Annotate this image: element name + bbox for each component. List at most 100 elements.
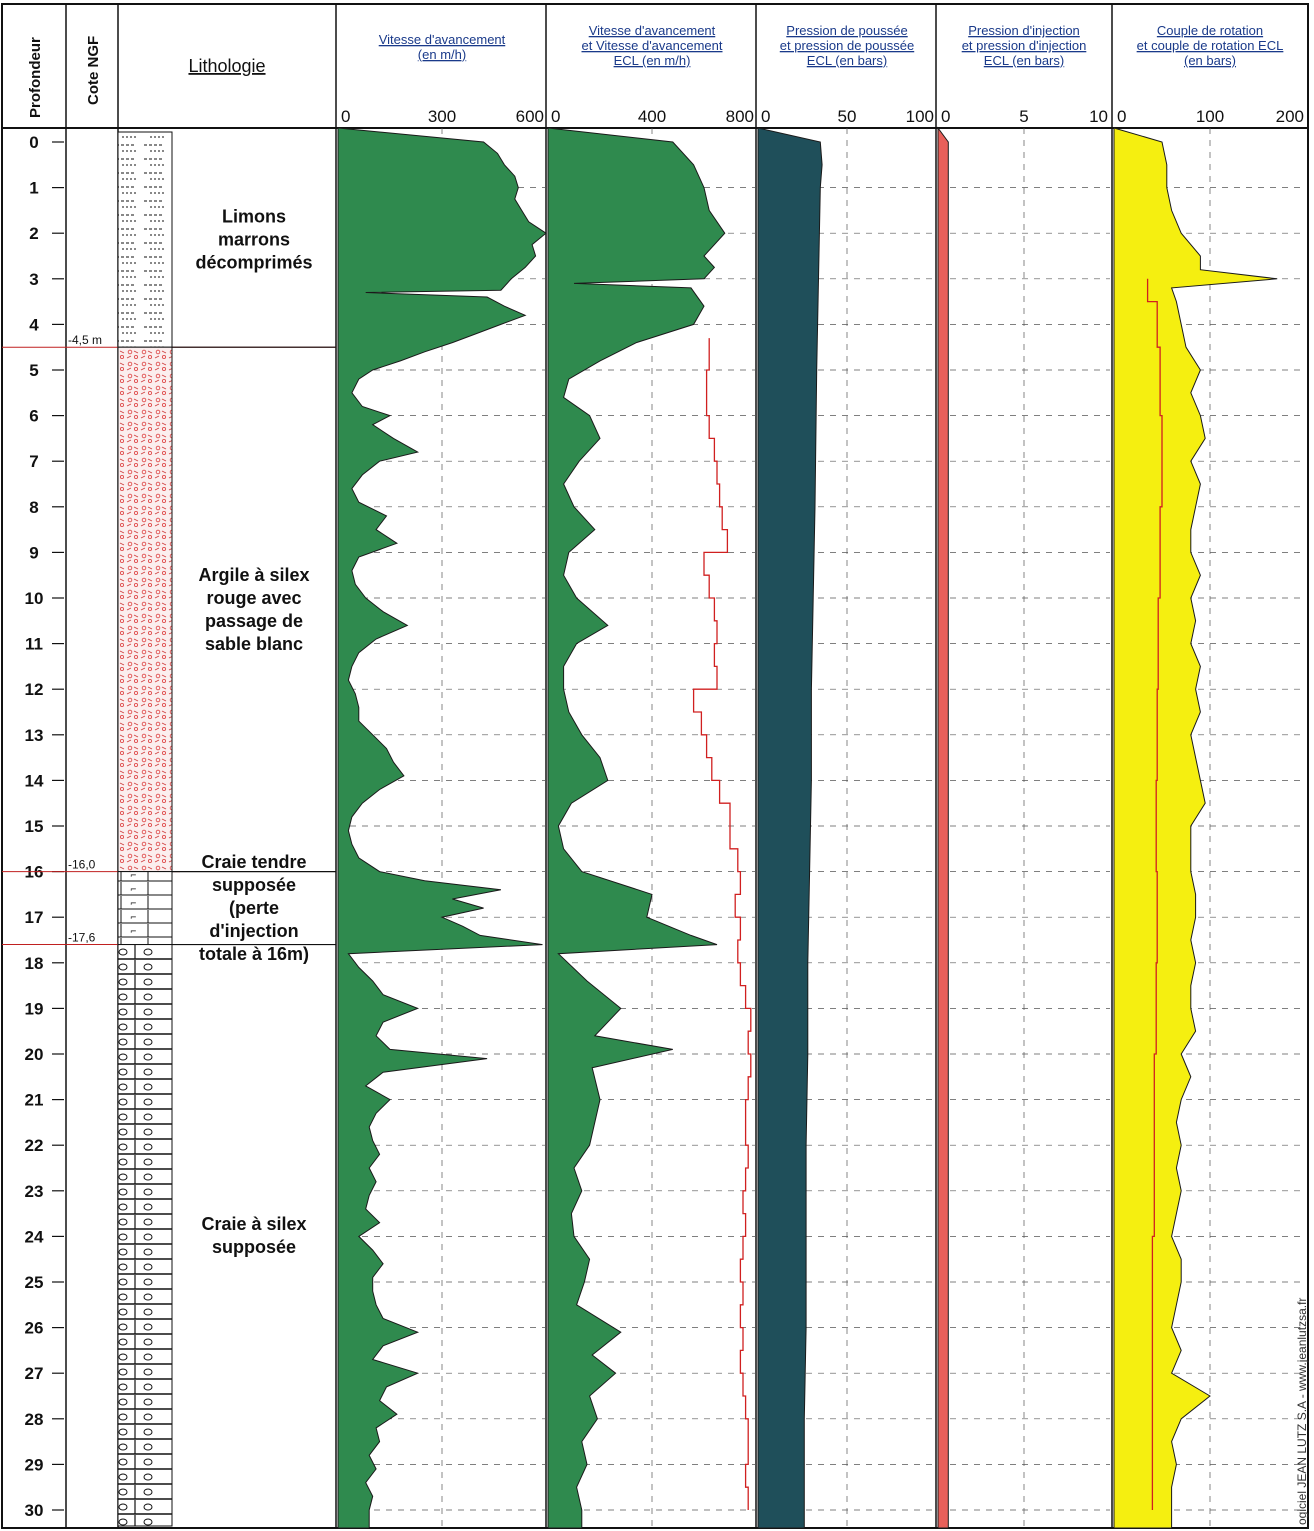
track-tick-label: 0	[761, 107, 770, 126]
series-fill-pression_injection	[937, 126, 949, 1529]
track-title: ECL (en bars)	[984, 53, 1064, 68]
ngf-marker-label: -4,5 m	[68, 333, 102, 347]
depth-axis: 0123456789101112131415161718192021222324…	[2, 133, 336, 1520]
track-tick-label: 800	[726, 107, 754, 126]
series-fill-pression_poussee	[757, 127, 823, 1529]
outer-border	[1, 3, 1309, 1529]
depth-tick-label: 5	[29, 361, 38, 380]
lithology-label: rouge avec	[206, 588, 301, 608]
depth-tick-label: 2	[29, 224, 38, 243]
ngf-header: Cote NGF	[85, 36, 102, 105]
track-vitesse: Vitesse d'avancement(en m/h) 0 300 600	[337, 32, 547, 1529]
lithology-label: totale à 16m)	[199, 944, 309, 964]
depth-tick-label: 14	[25, 771, 44, 790]
depth-tick-label: 7	[29, 452, 38, 471]
depth-tick-label: 17	[25, 908, 44, 927]
track-tick-label: 400	[638, 107, 666, 126]
track-title: et pression d'injection	[962, 38, 1087, 53]
lithology-label: supposée	[212, 875, 296, 895]
depth-tick-label: 25	[25, 1273, 44, 1292]
series-fill-vitesse_ecl	[547, 127, 726, 1529]
depth-tick-label: 22	[25, 1136, 44, 1155]
lithology-layer-flint-clay	[117, 346, 173, 873]
lithology-label: d'injection	[209, 921, 298, 941]
track-title: ECL (en m/h)	[614, 53, 691, 68]
track-tick-label: 100	[906, 107, 934, 126]
depth-tick-label: 6	[29, 407, 38, 426]
depth-tick-label: 15	[25, 817, 44, 836]
depth-tick-label: 27	[25, 1364, 44, 1383]
log-frame	[1, 3, 1309, 1529]
depth-tick-label: 1	[29, 179, 38, 198]
track-tick-label: 0	[341, 107, 350, 126]
depth-tick-label: 21	[25, 1091, 44, 1110]
track-tick-label: 100	[1196, 107, 1224, 126]
depth-tick-label: 10	[25, 589, 44, 608]
lithology-label: sable blanc	[205, 634, 303, 654]
depth-tick-label: 28	[25, 1410, 44, 1429]
depth-tick-label: 29	[25, 1455, 44, 1474]
depth-tick-label: 12	[25, 680, 44, 699]
depth-tick-label: 9	[29, 543, 38, 562]
track-title: et Vitesse d'avancement	[582, 38, 723, 53]
depth-tick-label: 18	[25, 954, 44, 973]
track-tick-label: 5	[1019, 107, 1028, 126]
lithology-label: (perte	[229, 898, 279, 918]
ngf-marker-label: -17,6	[68, 931, 96, 945]
series-line-couple	[1146, 278, 1163, 1510]
track-tick-label: 10	[1089, 107, 1108, 126]
track-title: ECL (en bars)	[807, 53, 887, 68]
series-line-vitesse_ecl	[692, 338, 752, 1510]
lithology-label: marrons	[218, 230, 290, 250]
track-tick-label: 0	[551, 107, 560, 126]
track-tick-label: 0	[941, 107, 950, 126]
track-title: Vitesse d'avancement	[589, 23, 716, 38]
track-title: Couple de rotation	[1157, 23, 1263, 38]
depth-tick-label: 20	[25, 1045, 44, 1064]
lithology-label: supposée	[212, 1237, 296, 1257]
track-tick-label: 50	[838, 107, 857, 126]
track-title: (en bars)	[1184, 53, 1236, 68]
software-watermark: ogiciel JEAN LUTZ S.A - www.jeanlutzsa.f…	[1295, 1298, 1309, 1525]
track-title: Pression de poussée	[786, 23, 907, 38]
track-tick-label: 200	[1276, 107, 1304, 126]
depth-tick-label: 23	[25, 1182, 44, 1201]
depth-tick-label: 26	[25, 1319, 44, 1338]
lithology-header: Lithologie	[188, 56, 265, 76]
lithology-label: décomprimés	[195, 253, 312, 273]
depth-tick-label: 11	[25, 635, 43, 654]
lithology-label: Limons	[222, 207, 286, 227]
track-title: et couple de rotation ECL	[1137, 38, 1284, 53]
lithology-layer-silt	[117, 131, 173, 348]
series-fill-vitesse	[337, 127, 547, 1529]
depth-header: Profondeur	[27, 37, 44, 118]
ngf-marker-label: -16,0	[68, 858, 96, 872]
lithology-label: Argile à silex	[198, 565, 309, 585]
lithology-label: Craie à silex	[201, 1214, 306, 1234]
lithology-label: Craie tendre	[201, 852, 306, 872]
track-title: Vitesse d'avancement	[379, 32, 506, 47]
tracks: Vitesse d'avancement(en m/h)0 300 600Vites…	[337, 23, 1306, 1529]
track-tick-label: 300	[428, 107, 456, 126]
track-title: et pression de poussée	[780, 38, 914, 53]
depth-tick-label: 4	[29, 315, 39, 334]
depth-tick-label: 0	[29, 133, 38, 152]
lithology-label: passage de	[205, 611, 303, 631]
lithology-layer-flint-chalk	[117, 944, 173, 1527]
depth-tick-label: 13	[25, 726, 44, 745]
track-title: Pression d'injection	[968, 23, 1080, 38]
depth-tick-label: 3	[29, 270, 38, 289]
depth-tick-label: 24	[25, 1227, 44, 1246]
lithology-layer-soft-chalk	[117, 871, 173, 946]
depth-tick-label: 8	[29, 498, 38, 517]
depth-tick-label: 30	[25, 1501, 44, 1520]
track-tick-label: 600	[516, 107, 544, 126]
depth-tick-label: 19	[25, 999, 44, 1018]
track-tick-label: 0	[1117, 107, 1126, 126]
